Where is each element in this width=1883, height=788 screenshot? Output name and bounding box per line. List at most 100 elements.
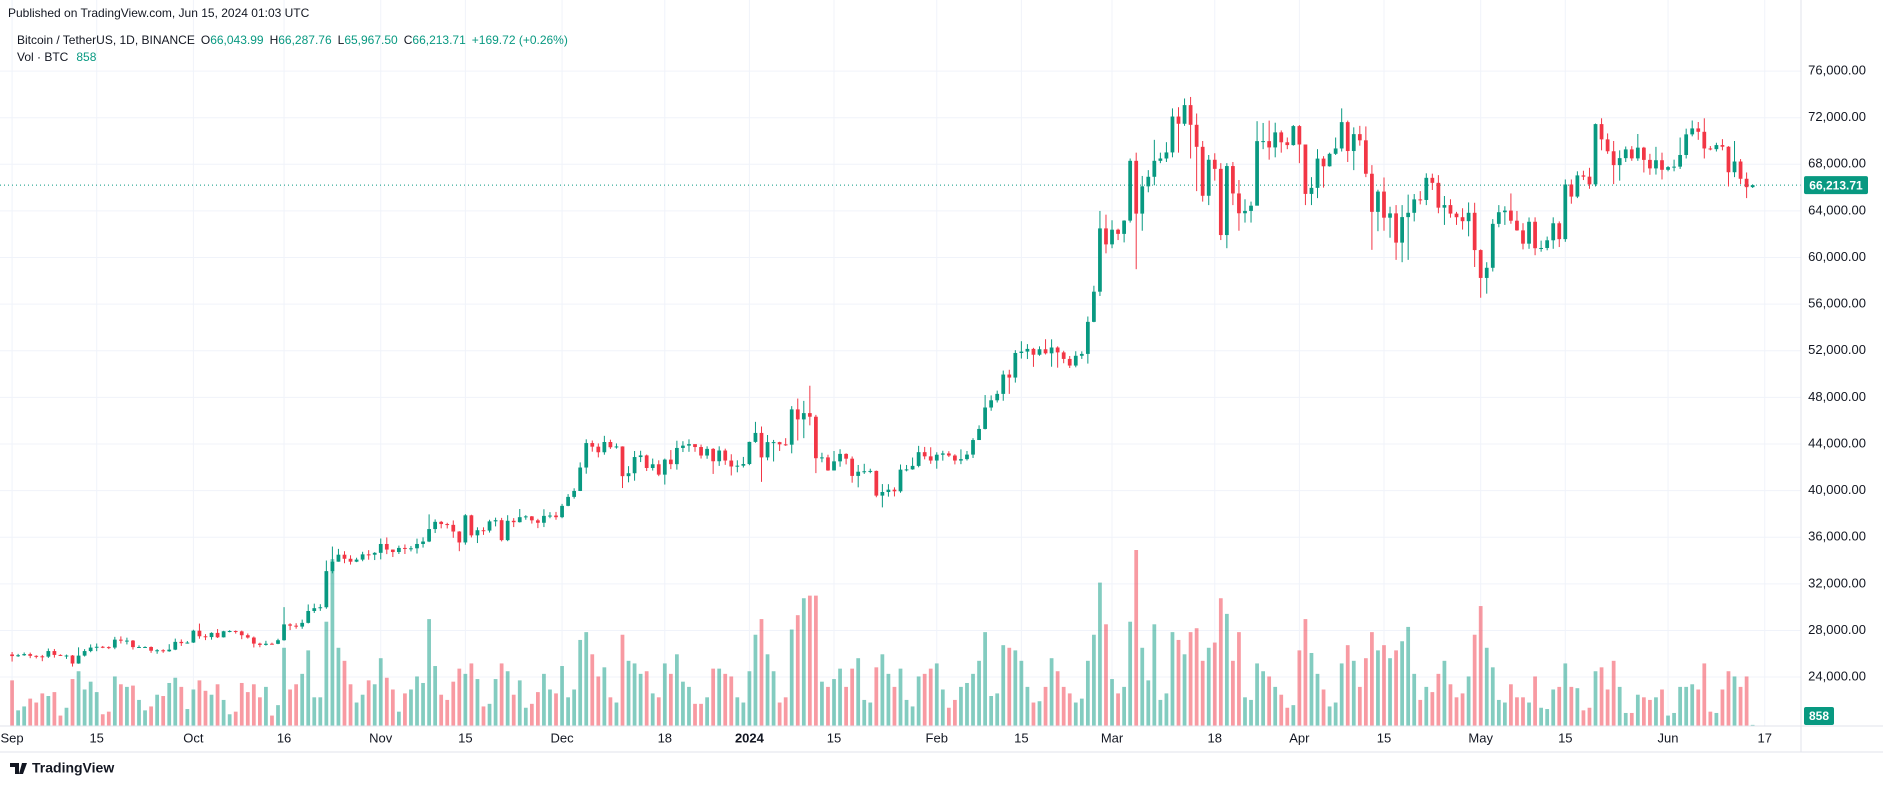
volume-bar xyxy=(1025,686,1030,726)
candle-body xyxy=(378,543,383,553)
candle-body xyxy=(1345,122,1350,152)
volume-bar xyxy=(1037,701,1042,726)
candle-body xyxy=(1672,166,1676,168)
candle-body xyxy=(1231,166,1235,194)
volume-bar xyxy=(1363,658,1368,726)
candle-body xyxy=(1436,182,1441,208)
candle-body xyxy=(856,471,861,476)
candle-body xyxy=(977,428,981,441)
volume-bar xyxy=(1194,628,1199,726)
volume-bar xyxy=(1569,686,1574,726)
candle-body xyxy=(922,452,927,457)
candle-body xyxy=(1690,128,1695,135)
volume-bar xyxy=(1720,689,1725,726)
candle-body xyxy=(342,554,347,559)
volume-bar xyxy=(1750,724,1755,726)
candle-body xyxy=(1370,173,1374,212)
candle-body xyxy=(862,471,867,473)
volume-bar xyxy=(741,702,746,726)
candle-body xyxy=(1315,158,1320,188)
candle-body xyxy=(1418,199,1423,201)
candle-body xyxy=(1140,186,1145,214)
volume-bar xyxy=(735,697,740,726)
candle-body xyxy=(505,520,510,541)
y-tick-label: 40,000.00 xyxy=(1808,482,1866,497)
candle-body xyxy=(596,446,601,453)
volume-bar xyxy=(10,680,14,726)
volume-bar xyxy=(1019,660,1024,726)
candle-body xyxy=(717,450,722,462)
candle-body xyxy=(1194,124,1199,147)
candle-body xyxy=(1224,166,1229,236)
candle-body xyxy=(112,639,117,648)
volume-bar xyxy=(1502,702,1507,726)
candle-body xyxy=(1363,140,1368,174)
volume-bar xyxy=(584,632,589,726)
candle-body xyxy=(161,650,166,652)
candle-body xyxy=(523,516,528,518)
volume-bar xyxy=(1454,697,1459,726)
candle-body xyxy=(1212,159,1217,169)
x-tick-label: 15 xyxy=(1558,730,1572,745)
candle-body xyxy=(1351,134,1356,152)
candle-body xyxy=(306,610,311,623)
volume-bar xyxy=(1702,663,1707,726)
candle-body xyxy=(191,630,196,643)
candle-body xyxy=(324,571,329,608)
volume-bar xyxy=(1424,686,1429,726)
volume-bar xyxy=(1666,715,1670,726)
candle-body xyxy=(336,554,341,562)
volume-bar xyxy=(874,667,879,726)
volume-bar xyxy=(233,711,238,726)
candle-body xyxy=(789,409,794,445)
symbol-legend: Bitcoin / TetherUS, 1D, BINANCE O66,043.9… xyxy=(17,33,568,47)
candle-body xyxy=(330,561,335,572)
volume-bar xyxy=(1599,667,1604,726)
candle-body xyxy=(832,461,836,471)
volume-bar xyxy=(662,663,667,726)
volume-bar xyxy=(245,692,250,726)
volume-bar xyxy=(282,647,286,726)
volume-bar xyxy=(258,697,262,726)
volume-bar xyxy=(1460,693,1465,726)
volume-bar xyxy=(76,671,81,726)
candle-body xyxy=(771,442,776,444)
candle-body xyxy=(167,649,172,652)
x-tick-label: Jun xyxy=(1658,730,1679,745)
volume-bar xyxy=(463,673,468,726)
volume-bar xyxy=(1206,647,1211,726)
y-tick-label: 44,000.00 xyxy=(1808,435,1866,450)
volume-bar xyxy=(1400,641,1404,726)
volume-bar xyxy=(1110,679,1114,726)
volume-bar xyxy=(1623,712,1628,726)
candle-body xyxy=(572,490,577,497)
candle-body xyxy=(40,656,45,658)
candle-body xyxy=(1460,217,1465,222)
volume-bar xyxy=(276,705,280,726)
volume-bar xyxy=(1708,711,1713,726)
legend-value: 66,287.76 xyxy=(278,33,332,47)
volume-bar xyxy=(801,598,806,726)
candle-body xyxy=(1273,132,1278,148)
volume-bar xyxy=(288,689,292,726)
volume-bar xyxy=(167,682,172,726)
volume-bar xyxy=(354,702,359,726)
candle-body xyxy=(1648,159,1652,169)
volume-bar xyxy=(378,658,383,726)
candle-body xyxy=(826,457,830,471)
candle-body xyxy=(1599,124,1604,140)
candle-body xyxy=(1218,168,1223,236)
volume-bar xyxy=(1593,671,1598,726)
candle-body xyxy=(463,515,468,543)
legend-value: 65,967.50 xyxy=(344,33,398,47)
y-tick-label: 60,000.00 xyxy=(1808,249,1866,264)
volume-bar xyxy=(324,621,329,726)
volume-bar xyxy=(711,668,716,726)
volume-bar xyxy=(264,686,268,726)
candle-body xyxy=(209,632,214,638)
volume-bar xyxy=(94,692,99,726)
candle-body xyxy=(1146,176,1151,187)
volume-bar xyxy=(16,710,21,726)
